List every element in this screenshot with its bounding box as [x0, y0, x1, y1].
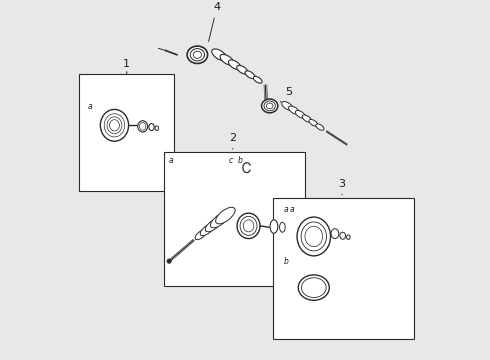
- Ellipse shape: [253, 76, 262, 83]
- Ellipse shape: [138, 121, 147, 132]
- Ellipse shape: [289, 106, 299, 114]
- Ellipse shape: [100, 109, 128, 141]
- Ellipse shape: [280, 222, 285, 232]
- Ellipse shape: [220, 54, 234, 65]
- Ellipse shape: [155, 126, 159, 130]
- Ellipse shape: [302, 115, 312, 122]
- Ellipse shape: [187, 46, 208, 63]
- Text: 3: 3: [339, 179, 345, 195]
- Text: a: a: [169, 156, 174, 165]
- Text: b: b: [238, 156, 243, 165]
- Ellipse shape: [298, 275, 329, 300]
- Ellipse shape: [211, 213, 228, 228]
- Bar: [164, 152, 305, 286]
- Ellipse shape: [262, 99, 278, 113]
- Ellipse shape: [295, 111, 305, 118]
- Ellipse shape: [228, 60, 241, 69]
- Text: c: c: [229, 156, 233, 165]
- Ellipse shape: [205, 219, 221, 232]
- Text: 1: 1: [123, 59, 130, 74]
- Text: 2: 2: [229, 133, 236, 149]
- Ellipse shape: [200, 224, 214, 236]
- Ellipse shape: [346, 235, 350, 239]
- Text: a: a: [88, 103, 93, 112]
- Ellipse shape: [331, 229, 339, 239]
- Bar: [79, 74, 174, 190]
- Ellipse shape: [216, 207, 235, 224]
- Text: a: a: [284, 206, 289, 215]
- Ellipse shape: [340, 232, 345, 239]
- Ellipse shape: [282, 102, 293, 110]
- Text: 4: 4: [209, 3, 221, 41]
- Bar: [273, 198, 415, 339]
- Text: a: a: [290, 206, 295, 215]
- Circle shape: [167, 259, 171, 263]
- Text: b: b: [284, 257, 289, 266]
- Ellipse shape: [297, 217, 331, 256]
- Ellipse shape: [316, 124, 324, 130]
- Ellipse shape: [245, 71, 255, 78]
- Ellipse shape: [212, 49, 227, 60]
- Ellipse shape: [195, 230, 207, 240]
- Ellipse shape: [309, 120, 318, 126]
- Ellipse shape: [149, 123, 154, 131]
- Text: 5: 5: [280, 87, 293, 102]
- Ellipse shape: [270, 220, 278, 233]
- Ellipse shape: [237, 213, 260, 239]
- Ellipse shape: [237, 66, 248, 74]
